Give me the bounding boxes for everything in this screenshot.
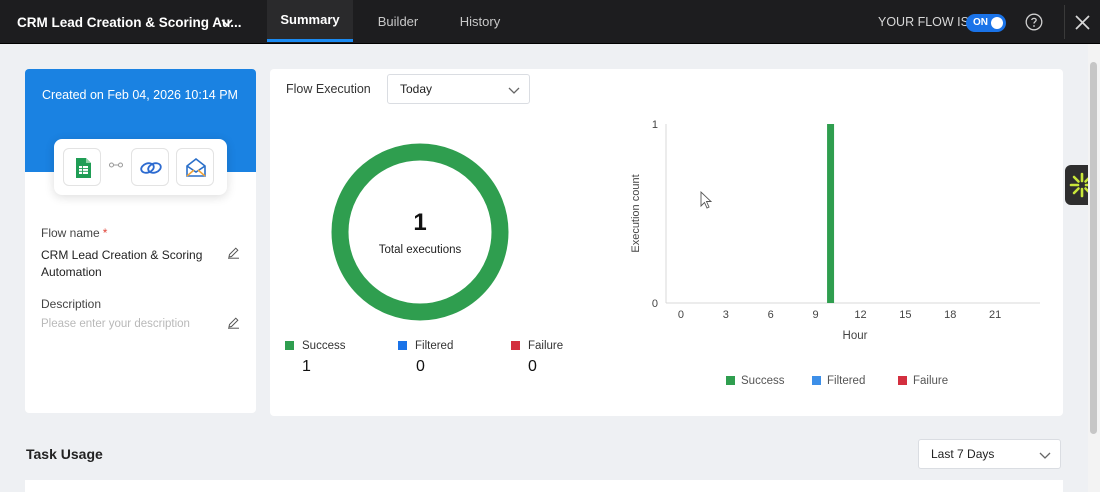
link-icon [109,162,123,168]
y-tick-label: 1 [652,119,658,131]
bar-success-hour-10 [827,124,835,303]
flow-title-dropdown[interactable]: CRM Lead Creation & Scoring Au... [0,0,250,44]
legend-swatch-filtered [812,376,821,385]
app-tile-email[interactable] [176,148,214,186]
failure-count: 0 [528,358,537,375]
legend-label-filtered: Filtered [827,375,865,387]
legend-success: Success [285,340,345,352]
x-tick-label: 9 [813,309,819,321]
zoho-crm-icon [140,162,162,174]
success-count: 1 [302,358,311,375]
y-axis-title: Execution count [630,174,642,252]
required-marker: * [102,226,108,240]
task-usage-period-select[interactable]: Last 7 Days [918,439,1061,469]
x-axis-title: Hour [843,330,868,342]
close-button[interactable] [1064,5,1098,39]
task-usage-card [25,480,1063,492]
description-label: Description [41,297,102,311]
mouse-cursor-icon [700,190,713,209]
legend-swatch [511,341,520,350]
tab-builder[interactable]: Builder [377,13,419,29]
scrollbar-thumb[interactable] [1090,62,1097,434]
execution-period-select[interactable]: Today [387,74,530,104]
chevron-down-icon [1039,452,1051,459]
y-tick-label: 0 [652,298,658,310]
legend-filtered: Filtered [398,340,453,352]
flow-state-label: YOUR FLOW IS [878,15,969,29]
edit-flow-name-icon[interactable] [227,246,240,259]
legend-filtered-label: Filtered [415,340,454,352]
tab-history[interactable]: History [459,13,501,29]
flow-title-text: CRM Lead Creation & Scoring Au... [17,14,242,30]
x-tick-label: 6 [768,309,774,321]
close-icon [1075,15,1090,30]
task-usage-title: Task Usage [26,446,103,462]
legend-swatch [398,341,407,350]
x-tick-label: 18 [944,309,956,321]
legend-label-success: Success [741,375,785,387]
edit-description-icon[interactable] [227,316,240,329]
legend-swatch-success [726,376,735,385]
description-input[interactable]: Please enter your description [41,318,190,330]
x-tick-label: 3 [723,309,729,321]
task-usage-period-value: Last 7 Days [931,447,995,461]
total-executions-label: Total executions [378,244,462,256]
flow-execution-card: Flow Execution Today 1 Total executions … [270,69,1063,416]
flow-info-card: Created on Feb 04, 2026 10:14 PM [25,69,256,413]
executions-donut [331,143,509,321]
x-tick-label: 0 [678,309,684,321]
chevron-down-icon [508,87,520,94]
filtered-count: 0 [416,358,425,375]
flow-execution-label: Flow Execution [286,82,371,96]
execution-period-value: Today [400,82,433,96]
legend-failure-label: Failure [528,340,564,352]
total-executions-count: 1 [413,209,427,236]
google-sheets-icon [76,158,91,178]
app-tile-crm[interactable] [131,148,169,186]
connected-apps [54,139,227,195]
legend-success-label: Success [302,340,346,352]
x-tick-label: 12 [854,309,866,321]
created-date: Created on Feb 04, 2026 10:14 PM [42,88,238,102]
x-tick-label: 15 [899,309,911,321]
flow-on-toggle[interactable]: ON [966,14,1006,32]
legend-label-failure: Failure [913,375,948,387]
legend-swatch-failure [898,376,907,385]
flow-name-value: CRM Lead Creation & Scoring Automation [41,248,203,279]
help-icon[interactable] [1025,13,1043,31]
toggle-label: ON [973,17,988,28]
tab-summary[interactable]: Summary [267,0,353,42]
email-parser-icon [186,157,206,177]
x-tick-label: 21 [989,309,1001,321]
legend-swatch [285,341,294,350]
flow-name-label-text: Flow name [41,226,100,240]
execution-by-hour-chart: 0 1 0 3 6 9 12 15 18 21 Hour Execution count Success… [630,119,1040,387]
flow-name-label: Flow name * [41,226,107,240]
toggle-knob [991,17,1003,29]
chevron-down-icon [221,19,233,27]
app-tile-sheets[interactable] [63,148,101,186]
top-bar: CRM Lead Creation & Scoring Au... Summar… [0,0,1100,44]
legend-failure: Failure [511,340,563,352]
